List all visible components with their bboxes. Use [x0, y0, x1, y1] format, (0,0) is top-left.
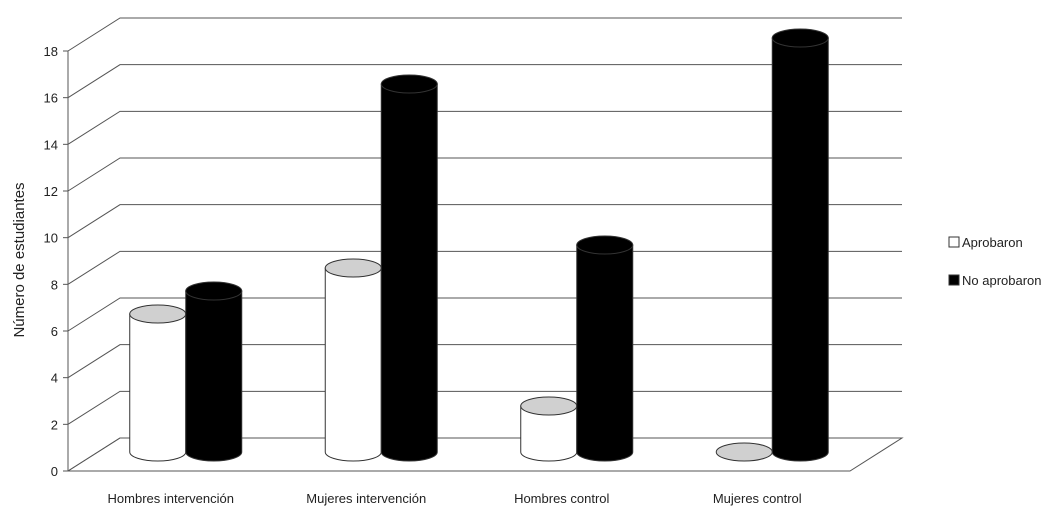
y-tick-label: 10: [44, 231, 58, 246]
gridline: [67, 297, 902, 332]
y-axis-label: Número de estudiantes: [11, 182, 28, 337]
gridline: [67, 204, 902, 239]
y-tick-label: 2: [51, 417, 58, 432]
y-tick-label: 14: [44, 137, 58, 152]
gridline: [67, 157, 902, 192]
bar-aprobaron: [324, 258, 382, 462]
bar-no-aprobaron: [185, 281, 243, 462]
bars: [129, 28, 829, 462]
gridline: [67, 17, 902, 52]
gridline: [67, 250, 902, 285]
gridline: [67, 390, 902, 425]
y-tick-label: 8: [51, 277, 58, 292]
legend-swatch-no-aprobaron: [948, 274, 960, 286]
y-tick-label: 0: [51, 464, 58, 479]
gridline: [67, 110, 902, 145]
bar-aprobaron: [129, 304, 187, 462]
gridlines: [67, 17, 902, 472]
y-tick-label: 18: [44, 44, 58, 59]
bar-no-aprobaron: [380, 74, 438, 462]
gridline: [67, 344, 902, 379]
x-category-label: Hombres intervención: [108, 491, 234, 506]
y-tick-label: 6: [51, 324, 58, 339]
bar-no-aprobaron: [576, 235, 634, 462]
x-category-label: Mujeres intervención: [306, 491, 426, 506]
x-category-label: Hombres control: [514, 491, 609, 506]
gridline: [67, 64, 902, 99]
floor: [66, 437, 904, 472]
x-axis-labels: Hombres intervención Mujeres intervención…: [108, 491, 802, 506]
bar-aprobaron: [520, 396, 578, 462]
y-axis: 0 2 4 6 8 10 12 14 16 18: [44, 44, 904, 479]
y-tick-label: 16: [44, 91, 58, 106]
legend-label-aprobaron: Aprobaron: [962, 235, 1023, 250]
x-category-label: Mujeres control: [713, 491, 802, 506]
y-tick-label: 4: [51, 371, 58, 386]
legend-swatch-aprobaron: [948, 236, 960, 248]
bar-aprobaron: [715, 442, 773, 462]
y-tick-label: 12: [44, 184, 58, 199]
bar-no-aprobaron: [771, 28, 829, 462]
legend-label-no-aprobaron: No aprobaron: [962, 273, 1042, 288]
legend: Aprobaron No aprobaron: [948, 235, 1042, 288]
